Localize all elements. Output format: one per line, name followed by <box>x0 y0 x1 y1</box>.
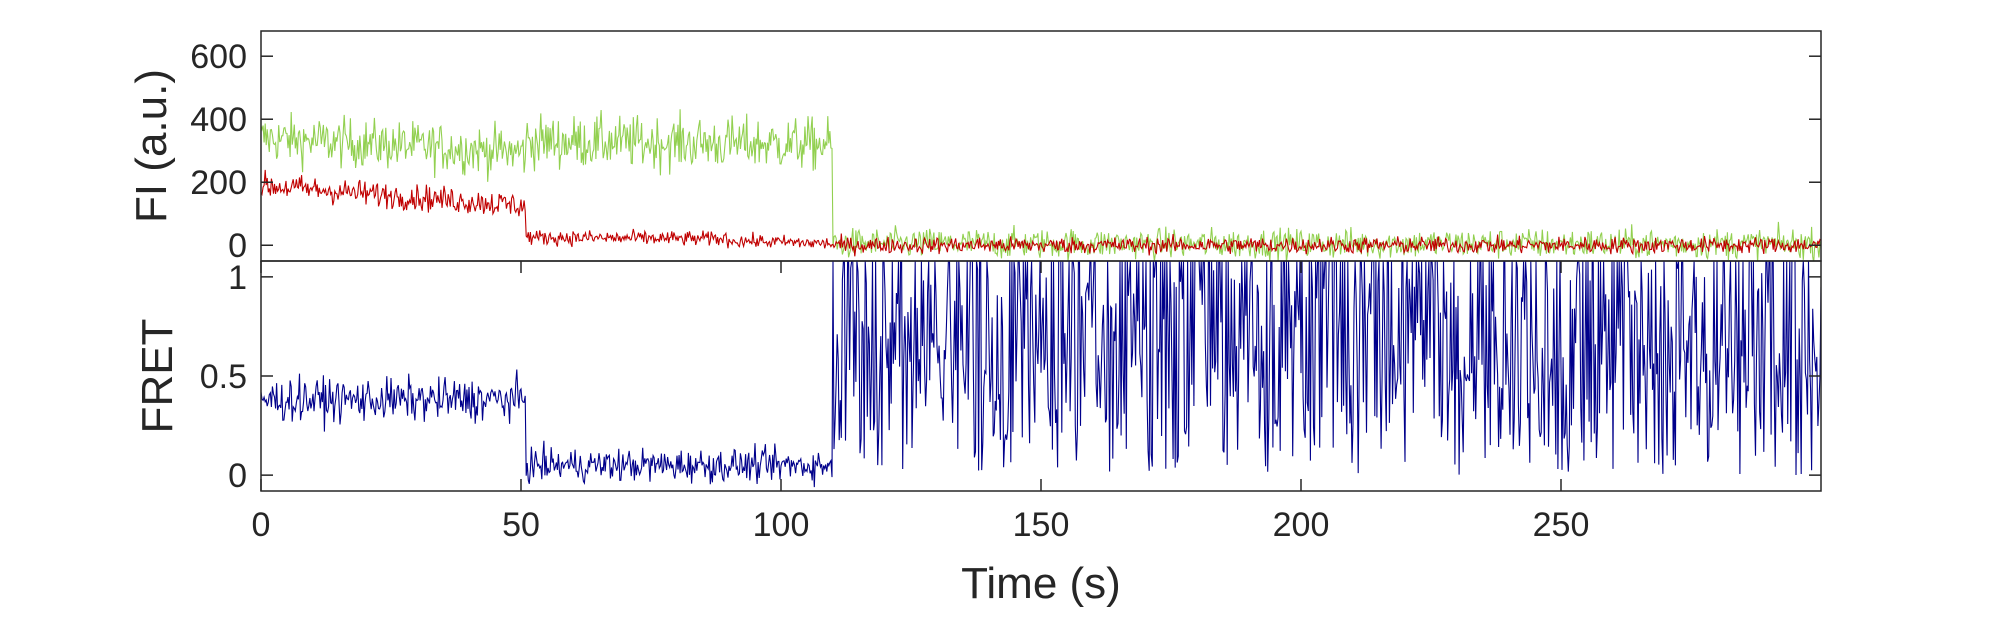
time-x-axis-label: Time (s) <box>961 559 1121 608</box>
x-tick-label: 50 <box>502 506 540 544</box>
fluorescence-panel: 0 200 400 600 FI (a.u.) <box>127 30 1822 265</box>
y-tick-label: 0 <box>228 227 247 265</box>
y-tick-label: 400 <box>190 101 247 139</box>
y-tick-label: 0.5 <box>200 358 247 396</box>
fluorescence-plot-frame <box>260 30 1822 262</box>
fret-y-axis-label: FRET <box>133 319 182 434</box>
fret-panel: 0 0.5 1 0 50 100 150 200 250 FRET Time (s) <box>133 259 1822 608</box>
y-tick-label: 200 <box>190 164 247 202</box>
y-tick-label: 600 <box>190 38 247 76</box>
trace-series-1-0 <box>261 261 1821 488</box>
x-tick-label: 0 <box>252 506 271 544</box>
y-tick-label: 0 <box>228 457 247 495</box>
trace-series-0-1 <box>261 169 1821 257</box>
x-tick-label: 250 <box>1533 506 1590 544</box>
fluorescence-y-axis-label: FI (a.u.) <box>127 69 176 223</box>
y-tick-label: 1 <box>228 259 247 297</box>
x-tick-label: 200 <box>1273 506 1330 544</box>
trace-series-0-0 <box>261 109 1821 261</box>
x-tick-label: 150 <box>1013 506 1070 544</box>
x-tick-label: 100 <box>753 506 810 544</box>
